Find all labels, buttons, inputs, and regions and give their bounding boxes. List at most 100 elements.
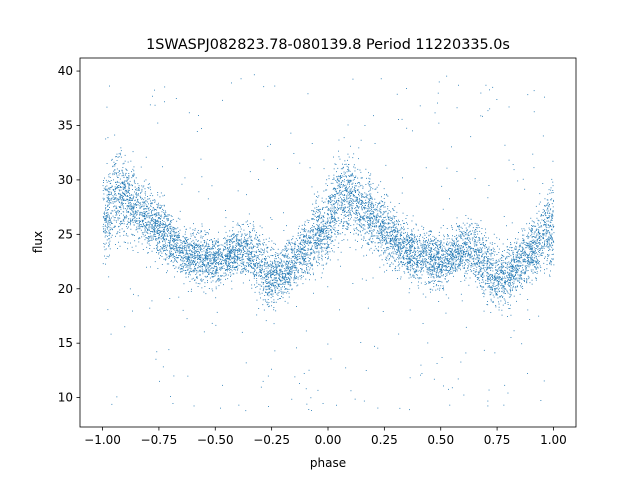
- data-point: [212, 272, 214, 274]
- data-point: [408, 253, 410, 255]
- data-point: [175, 250, 177, 251]
- data-point: [162, 247, 164, 249]
- data-point: [153, 208, 155, 210]
- data-point: [277, 292, 279, 294]
- data-point: [422, 261, 424, 263]
- data-point: [104, 189, 106, 191]
- data-point: [145, 200, 147, 202]
- data-point: [546, 241, 548, 243]
- data-point: [413, 241, 415, 243]
- data-point: [537, 238, 539, 240]
- data-point: [469, 241, 471, 242]
- data-point: [248, 251, 250, 253]
- data-point: [125, 186, 127, 187]
- data-point: [542, 209, 544, 211]
- data-point: [451, 248, 453, 250]
- data-point: [497, 284, 498, 286]
- data-point: [458, 251, 460, 253]
- data-point: [297, 235, 299, 237]
- data-point: [359, 215, 361, 217]
- data-point: [149, 215, 151, 217]
- data-point: [147, 212, 149, 214]
- data-point: [228, 244, 230, 246]
- data-point: [134, 200, 136, 202]
- data-point: [160, 230, 162, 232]
- data-point: [490, 275, 492, 277]
- data-point: [211, 267, 213, 269]
- data-point: [157, 122, 159, 124]
- data-point: [425, 258, 427, 260]
- data-point: [507, 249, 509, 250]
- data-point: [292, 261, 293, 263]
- data-point: [270, 255, 272, 256]
- data-point: [207, 267, 209, 269]
- data-point: [386, 227, 388, 229]
- data-point: [426, 254, 428, 256]
- data-point: [196, 131, 198, 132]
- data-point: [192, 251, 194, 253]
- data-point: [211, 288, 213, 290]
- data-point: [344, 164, 346, 165]
- data-point: [386, 269, 388, 271]
- data-point: [347, 183, 348, 185]
- data-point: [107, 198, 109, 199]
- data-point: [237, 256, 238, 258]
- data-point: [431, 273, 433, 275]
- data-point: [202, 269, 204, 271]
- data-point: [371, 232, 373, 233]
- data-point: [426, 232, 428, 234]
- data-point: [213, 244, 215, 246]
- data-point: [384, 194, 385, 196]
- data-point: [163, 204, 165, 206]
- data-point: [455, 270, 456, 272]
- data-point: [423, 264, 425, 265]
- data-point: [367, 223, 369, 225]
- data-point: [342, 212, 344, 213]
- data-point: [300, 249, 302, 251]
- data-point: [319, 263, 320, 265]
- data-point: [236, 246, 237, 247]
- data-point: [383, 222, 384, 224]
- data-point: [288, 241, 290, 243]
- data-point: [271, 301, 273, 303]
- data-point: [114, 193, 116, 195]
- data-point: [551, 220, 553, 221]
- data-point: [274, 254, 276, 256]
- data-point: [307, 222, 309, 223]
- data-point: [196, 251, 198, 253]
- data-point: [414, 263, 415, 265]
- data-point: [224, 237, 226, 239]
- data-point: [385, 228, 387, 230]
- data-point: [273, 268, 274, 270]
- data-point: [349, 193, 350, 195]
- data-point: [524, 266, 526, 268]
- data-point: [143, 180, 145, 182]
- data-point: [270, 275, 271, 277]
- data-point: [370, 197, 372, 199]
- data-point: [503, 290, 505, 292]
- data-point: [416, 263, 417, 265]
- data-point: [167, 228, 169, 230]
- data-point: [372, 277, 374, 279]
- data-point: [109, 207, 110, 208]
- data-point: [303, 262, 305, 264]
- data-point: [327, 222, 329, 224]
- data-point: [304, 235, 305, 237]
- data-point: [353, 228, 355, 230]
- data-point: [109, 181, 111, 182]
- data-point: [553, 264, 555, 266]
- data-point: [130, 160, 132, 162]
- data-point: [348, 203, 350, 205]
- data-point: [355, 197, 357, 199]
- data-point: [351, 191, 353, 192]
- data-point: [396, 244, 398, 246]
- data-point: [170, 244, 172, 246]
- data-point: [422, 249, 424, 250]
- data-point: [171, 260, 172, 261]
- data-point: [430, 231, 432, 233]
- data-point: [545, 233, 547, 235]
- data-point: [321, 233, 323, 234]
- data-point: [195, 251, 197, 253]
- data-point: [158, 231, 160, 233]
- data-point: [320, 239, 321, 241]
